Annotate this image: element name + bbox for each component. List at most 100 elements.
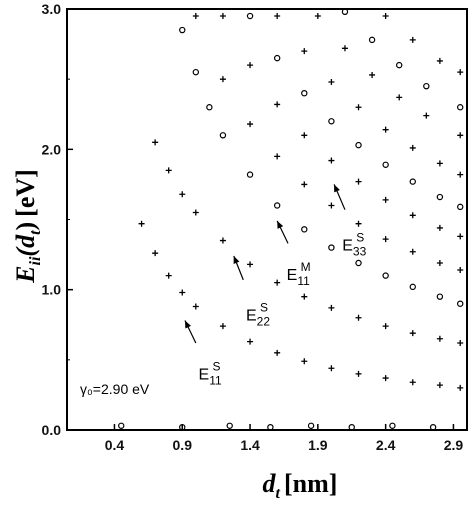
data-point (247, 338, 254, 345)
data-point (179, 289, 186, 296)
x-tick-label: 2.9 (444, 437, 464, 453)
series-2 (152, 139, 464, 346)
data-point (328, 78, 335, 85)
y-tick-label: 0.0 (42, 422, 62, 438)
data-point (436, 160, 443, 167)
arrow-head (334, 184, 340, 193)
data-point (226, 422, 233, 429)
data-point (301, 89, 308, 97)
data-point (348, 423, 355, 431)
series-11 (118, 422, 437, 431)
data-point (389, 422, 396, 429)
y-tick-label: 2.0 (42, 141, 62, 157)
data-point (273, 202, 281, 209)
arrow-head (277, 220, 284, 229)
data-point (423, 82, 430, 90)
data-point (382, 161, 389, 168)
data-point (369, 71, 376, 78)
data-point (457, 384, 464, 391)
data-point (429, 423, 437, 431)
data-point (457, 69, 464, 76)
data-point (341, 45, 348, 52)
arrow-head (184, 320, 191, 329)
annotation-superscript: S (356, 230, 364, 244)
y-tick-label: 3.0 (42, 1, 62, 17)
data-point (382, 126, 389, 133)
data-point (219, 237, 226, 244)
data-point (382, 13, 389, 20)
arrow-head (233, 255, 240, 264)
data-point (247, 62, 254, 69)
tight-binding-parameter: γ₀=2.90 eV (80, 381, 150, 397)
data-point (328, 202, 335, 209)
series-7 (274, 13, 464, 178)
y-axis-label: Eii(dt)[eV] (11, 169, 44, 284)
series-6 (246, 12, 464, 211)
data-point (436, 293, 444, 300)
data-point (152, 250, 159, 257)
x-tick-label: 2.4 (376, 437, 396, 453)
data-point (165, 272, 172, 279)
annotation-superscript: M (301, 260, 311, 274)
x-tick-label: 1.9 (308, 437, 328, 453)
data-point (423, 112, 430, 119)
data-point (382, 323, 389, 330)
data-point (307, 422, 315, 429)
data-point (192, 13, 199, 20)
series-1 (138, 220, 464, 391)
data-point (409, 144, 416, 151)
x-tick-label: 0.4 (105, 437, 125, 453)
data-point (457, 267, 464, 274)
data-point (219, 132, 227, 139)
data-point (355, 259, 362, 267)
data-point (246, 171, 254, 178)
data-point (206, 104, 213, 111)
data-point (192, 303, 199, 310)
data-point (355, 220, 362, 227)
data-point (436, 382, 443, 389)
data-point (396, 61, 403, 69)
data-point (192, 209, 199, 216)
data-point (409, 178, 416, 185)
data-point (396, 94, 403, 101)
data-point (436, 57, 443, 64)
data-point (274, 349, 281, 356)
data-point (273, 54, 281, 62)
data-points-layer (118, 8, 464, 431)
data-point (382, 272, 389, 279)
series-3 (179, 26, 464, 307)
data-point (457, 300, 464, 307)
data-point (165, 167, 172, 174)
plot-frame (66, 8, 468, 431)
series-9 (341, 8, 464, 111)
y-tick-label: 1.0 (42, 282, 62, 298)
data-point (274, 153, 281, 160)
data-point (409, 330, 416, 337)
x-tick-label: 1.4 (240, 437, 260, 453)
series-10 (382, 13, 464, 76)
data-point (409, 36, 416, 43)
data-point (328, 157, 335, 164)
data-point (301, 293, 308, 300)
data-point (341, 8, 349, 16)
series-4 (192, 13, 464, 274)
data-point (436, 335, 443, 342)
data-point (314, 13, 321, 20)
annotation-superscript: S (260, 301, 268, 315)
data-point (409, 379, 416, 386)
data-point (436, 260, 443, 267)
data-point (219, 76, 226, 83)
data-point (382, 196, 389, 203)
y-axis: 0.0 1.0 2.0 3.0 (42, 1, 73, 438)
data-point (355, 370, 362, 377)
data-point (301, 226, 308, 233)
data-point (355, 314, 362, 321)
data-point (301, 358, 308, 365)
data-point (219, 323, 226, 330)
data-point (436, 193, 444, 201)
